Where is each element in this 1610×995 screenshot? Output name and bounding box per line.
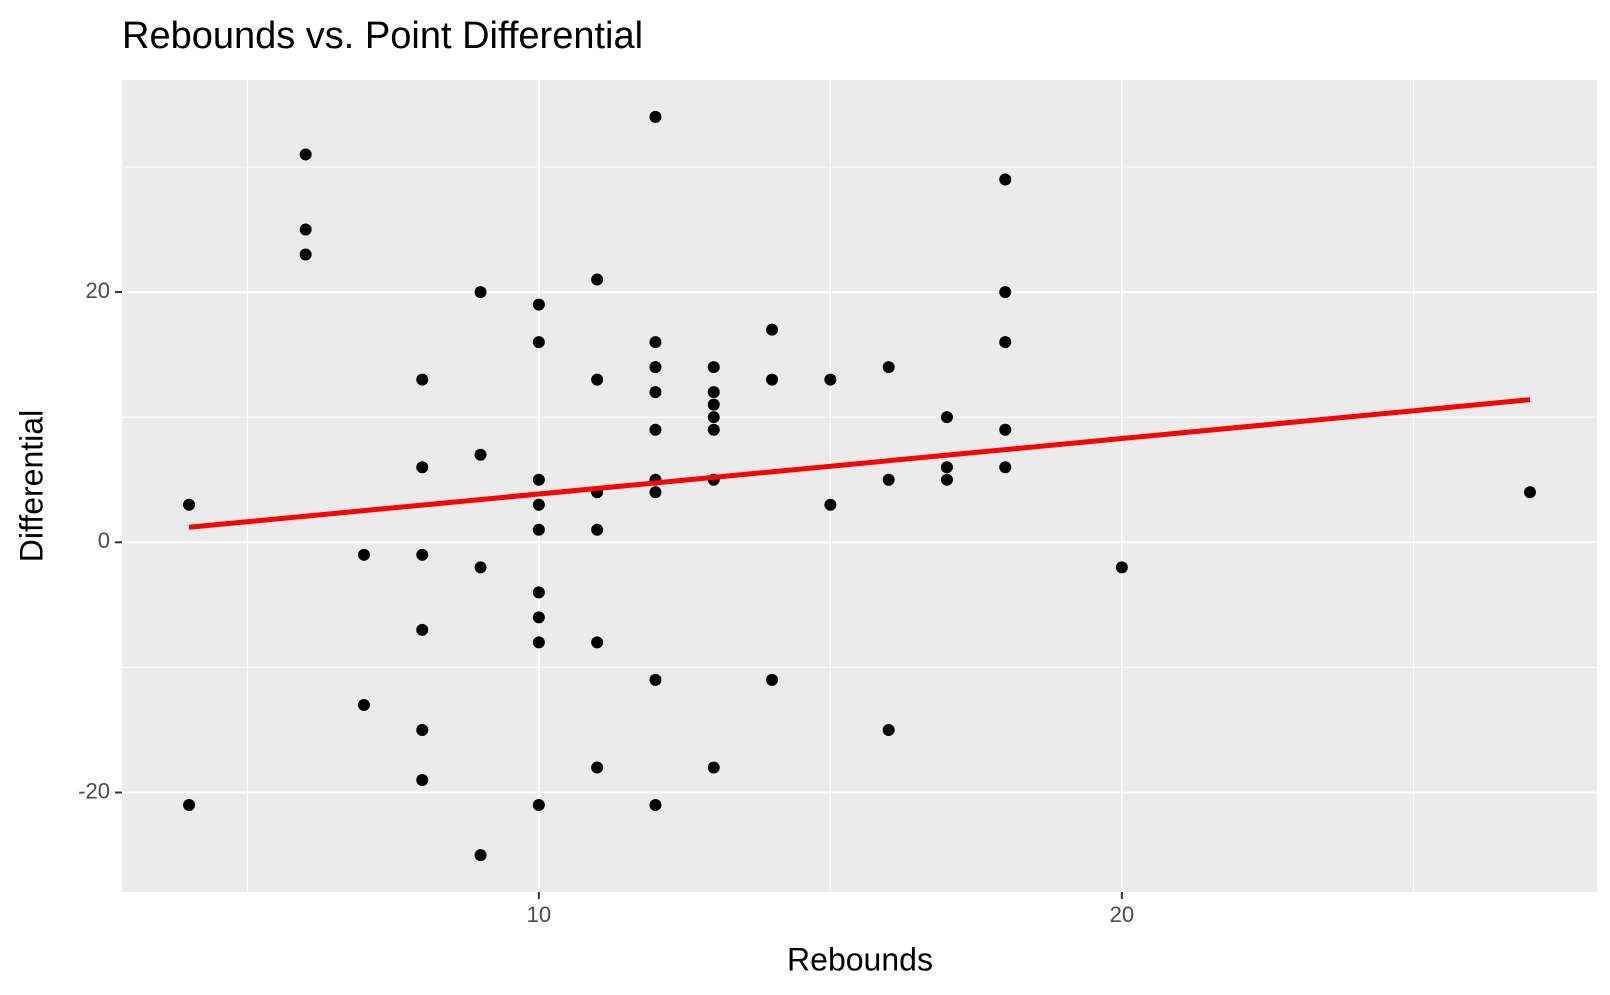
point bbox=[649, 386, 662, 399]
point bbox=[999, 286, 1012, 299]
point bbox=[183, 799, 196, 812]
point bbox=[532, 498, 545, 511]
point bbox=[532, 636, 545, 649]
point bbox=[649, 799, 662, 812]
point bbox=[649, 486, 662, 499]
point bbox=[707, 411, 720, 424]
x-axis-label: Rebounds bbox=[787, 941, 933, 977]
point bbox=[999, 173, 1012, 186]
point bbox=[999, 461, 1012, 474]
point bbox=[649, 110, 662, 123]
y-tick-label: 20 bbox=[86, 278, 110, 303]
point bbox=[707, 386, 720, 399]
point bbox=[532, 523, 545, 536]
point bbox=[416, 623, 429, 636]
plot-panel bbox=[122, 80, 1597, 892]
point bbox=[707, 361, 720, 374]
point bbox=[999, 423, 1012, 436]
point bbox=[1115, 561, 1128, 574]
point bbox=[532, 473, 545, 486]
point bbox=[416, 548, 429, 561]
point bbox=[766, 323, 779, 336]
point bbox=[649, 336, 662, 349]
point bbox=[299, 223, 312, 236]
point bbox=[532, 336, 545, 349]
point bbox=[707, 398, 720, 411]
point bbox=[532, 586, 545, 599]
y-tick-label: 0 bbox=[98, 528, 110, 553]
point bbox=[416, 723, 429, 736]
point bbox=[649, 673, 662, 686]
point bbox=[183, 498, 196, 511]
point bbox=[591, 273, 604, 286]
point bbox=[591, 636, 604, 649]
point bbox=[882, 723, 895, 736]
point bbox=[707, 423, 720, 436]
point bbox=[416, 373, 429, 386]
point bbox=[1523, 486, 1536, 499]
point bbox=[416, 461, 429, 474]
y-tick-label: -20 bbox=[78, 778, 110, 803]
trend-line bbox=[188, 397, 1531, 530]
point bbox=[474, 286, 487, 299]
point bbox=[299, 248, 312, 261]
point bbox=[649, 423, 662, 436]
point bbox=[474, 561, 487, 574]
point bbox=[357, 548, 370, 561]
point bbox=[416, 774, 429, 787]
point bbox=[532, 799, 545, 812]
point bbox=[940, 473, 953, 486]
x-tick-label: 10 bbox=[527, 902, 551, 927]
point bbox=[766, 373, 779, 386]
point bbox=[824, 498, 837, 511]
point bbox=[940, 411, 953, 424]
point bbox=[532, 611, 545, 624]
point bbox=[474, 849, 487, 862]
point bbox=[591, 523, 604, 536]
point bbox=[357, 698, 370, 711]
point bbox=[299, 148, 312, 161]
point bbox=[532, 298, 545, 311]
point bbox=[591, 761, 604, 774]
point bbox=[766, 673, 779, 686]
point bbox=[999, 336, 1012, 349]
x-tick-label: 20 bbox=[1110, 902, 1134, 927]
chart-title: Rebounds vs. Point Differential bbox=[122, 15, 643, 57]
point bbox=[940, 461, 953, 474]
point bbox=[649, 361, 662, 374]
point bbox=[591, 373, 604, 386]
point bbox=[882, 361, 895, 374]
point bbox=[882, 473, 895, 486]
point bbox=[474, 448, 487, 461]
point bbox=[824, 373, 837, 386]
y-axis-label: Differential bbox=[13, 410, 49, 562]
point bbox=[707, 761, 720, 774]
